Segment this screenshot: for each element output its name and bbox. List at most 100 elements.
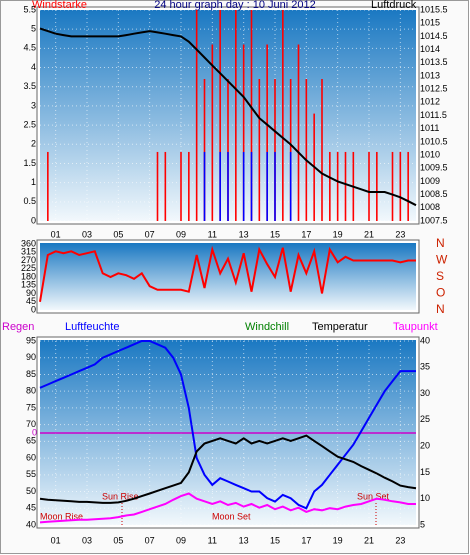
- y-tick-label: 225: [21, 263, 36, 273]
- y2-tick-label: N: [436, 302, 445, 316]
- x-tick-label: 05: [113, 229, 123, 239]
- y2-tick-label: 1014.5: [420, 31, 448, 41]
- x-tick-label: 15: [270, 535, 280, 545]
- legend-label: Temperatur: [312, 321, 368, 333]
- y-tick-label: 3.5: [23, 81, 36, 91]
- annotation: Moon Rise: [40, 511, 83, 521]
- y2-tick-label: 15: [420, 467, 430, 477]
- series-line: [39, 245, 416, 302]
- y2-tick-label: 25: [420, 414, 430, 424]
- plot-area: [40, 243, 416, 310]
- y3-tick-label: 0: [32, 427, 37, 437]
- y2-tick-label: 1012.5: [420, 84, 448, 94]
- x-tick-label: 07: [145, 535, 155, 545]
- y-tick-label: 1.5: [23, 158, 36, 168]
- x-tick-label: 19: [333, 229, 343, 239]
- y-tick-label: 90: [26, 352, 36, 362]
- series-line: [39, 340, 416, 510]
- x-tick-label: 17: [301, 229, 311, 239]
- y-tick-label: 95: [26, 335, 36, 345]
- x-tick-label: 01: [51, 535, 61, 545]
- x-tick-label: 19: [333, 535, 343, 545]
- y-tick-label: 3: [31, 100, 36, 110]
- y2-axis-label: Luftdruck: [371, 0, 417, 11]
- y-tick-label: 40: [26, 519, 36, 529]
- label: Windchill: [245, 321, 289, 333]
- y2-tick-label: 20: [420, 441, 430, 451]
- x-tick-label: 09: [176, 535, 186, 545]
- y2-tick-label: S: [436, 269, 444, 283]
- y-tick-label: 315: [21, 247, 36, 257]
- y-tick-label: 0: [31, 215, 36, 225]
- x-tick-label: 01: [51, 229, 61, 239]
- y-tick-label: 2.5: [23, 119, 36, 129]
- annotation: Moon Set: [212, 511, 251, 521]
- y2-tick-label: 1015.5: [420, 4, 448, 14]
- y2-tick-label: 10: [420, 493, 430, 503]
- y-tick-label: 1: [31, 177, 36, 187]
- x-tick-label: 21: [364, 535, 374, 545]
- y2-tick-label: 1007.5: [420, 215, 448, 225]
- x-tick-label: 13: [239, 229, 249, 239]
- y-tick-label: 45: [26, 503, 36, 513]
- y-tick-label: 4: [31, 62, 36, 72]
- y-tick-label: 50: [26, 486, 36, 496]
- y2-tick-label: 35: [420, 362, 430, 372]
- y2-tick-label: 1009: [420, 176, 440, 186]
- x-tick-label: 13: [239, 535, 249, 545]
- y2-tick-label: N: [436, 236, 445, 250]
- y-tick-label: 85: [26, 369, 36, 379]
- y-tick-label: 135: [21, 280, 36, 290]
- y2-tick-label: 5: [420, 519, 425, 529]
- y-tick-label: 90: [26, 288, 36, 298]
- x-tick-label: 23: [395, 535, 405, 545]
- x-tick-label: 15: [270, 229, 280, 239]
- y-tick-label: 45: [26, 296, 36, 306]
- series-line: [39, 27, 417, 207]
- legend-label: Luftfeuchte: [65, 321, 119, 333]
- y2-tick-label: 40: [420, 335, 430, 345]
- y-axis-label: Windstarke: [32, 0, 87, 11]
- y2-tick-label: O: [436, 286, 445, 300]
- chart-title: 24 hour graph day : 10 Juni 2012: [154, 0, 315, 11]
- x-tick-label: 09: [176, 229, 186, 239]
- y2-tick-label: 1009.5: [420, 163, 448, 173]
- x-tick-label: 05: [113, 535, 123, 545]
- y-tick-label: 80: [26, 386, 36, 396]
- x-tick-label: 03: [82, 535, 92, 545]
- y2-tick-label: 1010.5: [420, 136, 448, 146]
- y-tick-label: 65: [26, 436, 36, 446]
- annotation: Sun Rise: [102, 491, 139, 501]
- y2-tick-label: 1011: [420, 123, 439, 133]
- x-tick-label: 11: [208, 535, 217, 545]
- x-tick-label: 03: [82, 229, 92, 239]
- y2-tick-label: 1011.5: [420, 110, 447, 120]
- y-tick-label: 2: [31, 139, 36, 149]
- legend-label: Taupunkt: [393, 321, 438, 333]
- y-tick-label: 0: [31, 304, 36, 314]
- legend-label: Regen: [2, 321, 34, 333]
- y2-tick-label: 1010: [420, 149, 440, 159]
- y-tick-label: 60: [26, 452, 36, 462]
- y2-tick-label: 30: [420, 388, 430, 398]
- y2-tick-label: 1012: [420, 97, 440, 107]
- series-line: [39, 434, 417, 504]
- y-tick-label: 70: [26, 419, 36, 429]
- y2-tick-label: 1014: [420, 44, 440, 54]
- y2-tick-label: 1015: [420, 18, 440, 28]
- series-line: [39, 492, 416, 524]
- y-tick-label: 180: [21, 271, 36, 281]
- y-tick-label: 0.5: [23, 196, 36, 206]
- x-tick-label: 07: [145, 229, 155, 239]
- y-tick-label: 75: [26, 402, 36, 412]
- y-tick-label: 55: [26, 469, 36, 479]
- y2-tick-label: 1008.5: [420, 189, 448, 199]
- y2-tick-label: W: [436, 253, 448, 267]
- x-tick-label: 11: [208, 229, 217, 239]
- y2-tick-label: 1013.5: [420, 57, 448, 67]
- y-tick-label: 4.5: [23, 43, 36, 53]
- y-tick-label: 360: [21, 238, 36, 248]
- y-tick-label: 5.5: [23, 4, 36, 14]
- y2-tick-label: 1008: [420, 202, 440, 212]
